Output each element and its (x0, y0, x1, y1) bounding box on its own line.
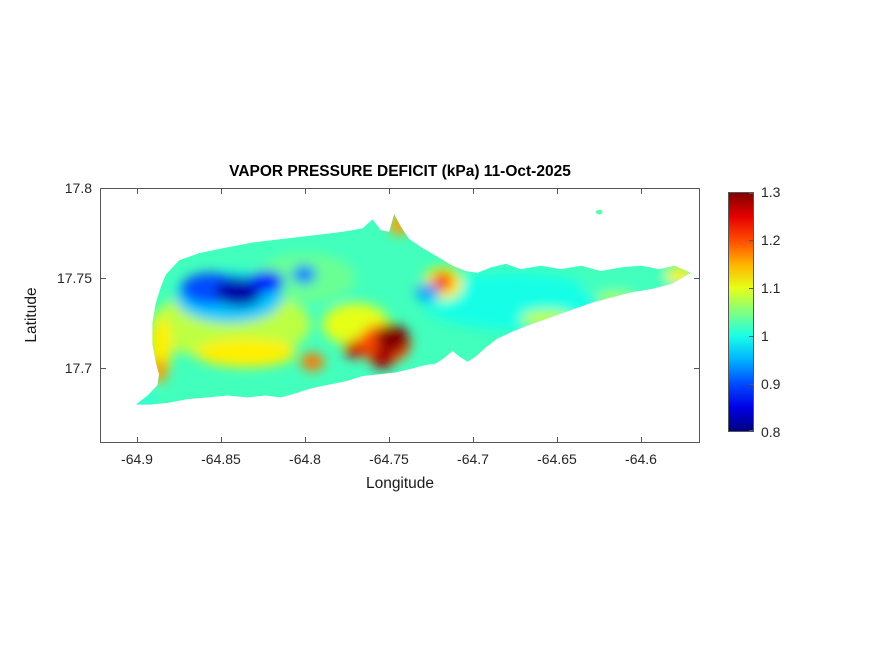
vpd-region-light-blue-spot-east-of-red (415, 283, 440, 302)
x-tick-mark-top (641, 189, 642, 194)
vpd-region-north-notch-orange (389, 213, 410, 236)
y-tick-label: 17.8 (64, 180, 92, 196)
x-tick-mark-top (305, 189, 306, 194)
x-tick-mark (137, 437, 138, 442)
colorbar-tick-mark (749, 430, 753, 431)
vpd-region-blue-spot (292, 265, 316, 284)
plot-area (100, 188, 700, 443)
x-tick-mark-top (473, 189, 474, 194)
y-tick-mark-right (694, 368, 699, 369)
colorbar-tick-label: 0.8 (761, 424, 781, 440)
vpd-region-east-tip-yellow (665, 265, 691, 284)
x-tick-label: -64.9 (121, 451, 153, 467)
x-tick-mark (557, 437, 558, 442)
vpd-region-tail-south-yellow-band (520, 310, 575, 329)
x-tick-label: -64.85 (201, 451, 241, 467)
vpd-region-blue-east-lobe (250, 270, 285, 293)
x-tick-label: -64.6 (625, 451, 657, 467)
y-tick-mark (101, 188, 106, 189)
x-tick-mark-top (389, 189, 390, 194)
vpd-region-southwest-tail-teal (135, 392, 156, 405)
x-tick-mark-top (221, 189, 222, 194)
vpd-region-southwest-yellow-band (195, 338, 296, 368)
island-heatmap (135, 209, 691, 405)
colorbar-tick-mark (749, 240, 753, 241)
x-tick-label: -64.7 (457, 451, 489, 467)
vpd-region-west-coast-orange-spot (150, 358, 168, 384)
x-tick-mark (389, 437, 390, 442)
vpd-region-south-coast-orange-spot (300, 352, 325, 371)
y-tick-mark-right (694, 188, 699, 189)
colorbar-tick-label: 1.3 (761, 184, 781, 200)
colorbar (728, 192, 754, 432)
x-tick-mark (221, 437, 222, 442)
vpd-region-red-west-spot (344, 340, 365, 359)
x-tick-mark (641, 437, 642, 442)
x-tick-mark (473, 437, 474, 442)
colorbar-tick-label: 1.1 (761, 280, 781, 296)
x-tick-mark-top (557, 189, 558, 194)
colorbar-tick-mark (749, 288, 753, 289)
offshore-islet (595, 209, 603, 215)
vpd-region-south-central-red-max (375, 324, 410, 353)
x-axis-label: Longitude (365, 475, 435, 492)
x-tick-label: -64.65 (537, 451, 577, 467)
x-tick-mark (305, 437, 306, 442)
colorbar-tick-mark (749, 193, 753, 194)
y-tick-mark (101, 368, 106, 369)
colorbar-tick-label: 1.2 (761, 232, 781, 248)
y-tick-label: 17.7 (64, 360, 92, 376)
colorbar-tick-mark (749, 384, 753, 385)
vpd-region-north-coast-red-spot (432, 272, 453, 291)
colorbar-tick-label: 0.9 (761, 376, 781, 392)
y-tick-mark-right (694, 278, 699, 279)
colorbar-tick-label: 1 (761, 328, 769, 344)
y-tick-label: 17.75 (56, 270, 92, 286)
colorbar-tick-mark (749, 336, 753, 337)
y-axis-label: Latitude (23, 287, 40, 343)
x-tick-label: -64.75 (369, 451, 409, 467)
y-tick-mark (101, 278, 106, 279)
chart-title: VAPOR PRESSURE DEFICIT (kPa) 11-Oct-2025 (229, 163, 571, 180)
x-tick-mark-top (137, 189, 138, 194)
vpd-region-tail-yellow-band-2 (595, 292, 636, 307)
x-tick-label: -64.8 (289, 451, 321, 467)
vpd-region-red-south-lobe (370, 347, 395, 369)
vpd-region-northwest-dark-blue-core (215, 278, 263, 307)
